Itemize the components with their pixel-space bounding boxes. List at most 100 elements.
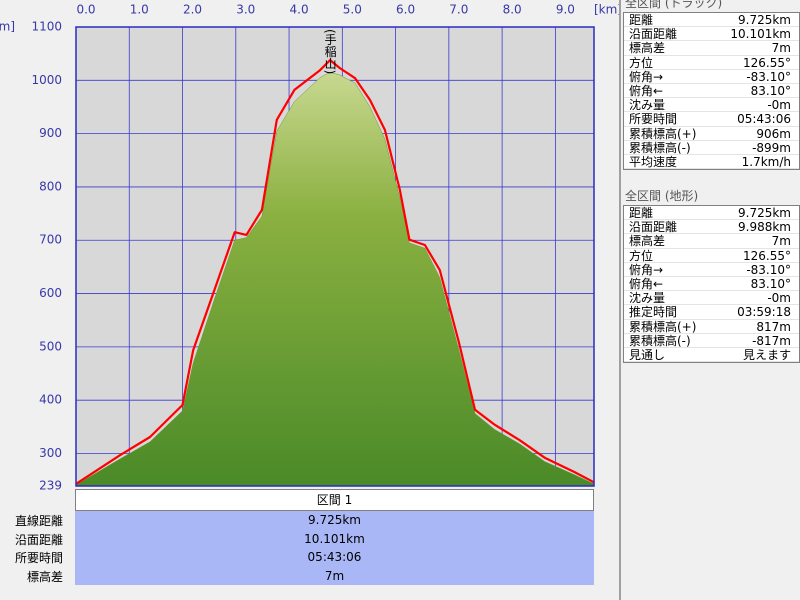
summary-value: -899m [752,140,791,155]
summary-label: 累積標高(-) [629,333,691,348]
summary-row: 標高差 7m [624,41,799,56]
summary-value: 05:43:06 [737,112,791,127]
summary-label: 俯角→ [629,69,664,84]
summary-label: 見通し [629,347,666,362]
x-tick-label: 1.0 [130,3,149,17]
summary-label: 沈み量 [629,291,666,306]
summary-label: 推定時間 [629,305,678,320]
summary-value: 9.725km [738,206,791,220]
summary-label: 方位 [629,248,654,263]
x-tick-label: 6.0 [396,3,415,17]
summary-row: 累積標高(-) -817m [624,334,799,348]
elevation-chart: [km] [m] 0.0 1.0 2.0 3.0 4.0 5.0 6.0 7.0 8.0 9.0 2… [0,3,619,491]
summary-label: 標高差 [629,234,666,249]
y-tick-label: 900 [39,126,62,140]
summary-row: 標高差 7m [624,234,799,249]
y-tick-label: 239 [39,479,62,491]
summary-row: 距離 9.725km [624,13,799,28]
x-tick-label: 2.0 [183,3,202,17]
summary-row: 推定時間 03:59:18 [624,305,799,320]
summary-row: 沿面距離 9.988km [624,220,799,235]
section-label: 沿面距離 [14,532,63,547]
section-table: 区間 1 9.725km 10.101km 05:43:06 7m [75,489,594,585]
x-tick-label: 0.0 [76,3,95,17]
x-tick-label: 3.0 [236,3,255,17]
track-panel: 全区間 (トラック) 距離 9.725km 沿面距離 10.101km 標高差 7m 方位 1… [623,0,800,171]
summary-row: 俯角→ -83.10° [624,263,799,277]
summary-label: 沿面距離 [629,220,678,235]
summary-value: 1.7km/h [741,154,791,169]
summary-label: 平均速度 [629,154,678,169]
track-line [75,59,595,485]
section-value: 7m [75,566,594,585]
summary-value: -0m [767,291,791,306]
y-tick-label: 500 [39,339,62,353]
summary-label: 俯角← [629,276,664,291]
y-unit: [m] [0,20,15,34]
summary-label: 累積標高(+) [629,126,697,141]
x-tick-label: 9.0 [556,3,575,17]
summary-value: 126.55° [743,248,791,263]
summary-row: 沈み量 -0m [624,291,799,306]
summary-value: 10.101km [730,27,791,42]
summary-label: 標高差 [629,41,666,56]
plot-border [75,26,595,487]
x-tick-label: 8.0 [503,3,522,17]
terrain-panel: 全区間 (地形) 距離 9.725km 沿面距離 9.988km 標高差 7m 方位 126.… [623,189,800,364]
summary-label: 俯角← [629,83,664,98]
summary-value: 83.10° [750,83,791,98]
summary-row: 累積標高(-) -899m [624,141,799,155]
section-label: 所要時間 [14,551,63,565]
summary-row: 沿面距離 10.101km [624,27,799,42]
summary-value: 7m [771,41,791,56]
section-value: 9.725km [75,511,594,530]
summary-row: 方位 126.55° [624,56,799,70]
summary-value: 9.725km [738,13,791,27]
summary-label: 所要時間 [629,112,678,127]
summary-row: 所要時間 05:43:06 [624,112,799,127]
summary-row: 累積標高(+) 817m [624,320,799,334]
summary-label: 俯角→ [629,262,664,277]
summary-value: 906m [756,126,791,141]
summary-row: 俯角← 83.10° [624,83,799,99]
section-title: 区間 1 [75,489,594,511]
section-label: 標高差 [26,569,63,584]
summary-value: -83.10° [746,69,791,84]
summary-value: -0m [767,98,791,113]
panel-table: 距離 9.725km 沿面距離 10.101km 標高差 7m 方位 126.55° 俯角→ -8… [623,12,800,171]
summary-label: 累積標高(+) [629,319,697,334]
peak-label: (手稲山) [323,29,337,74]
y-tick-label: 1000 [31,73,62,87]
section-value: 10.101km [75,529,594,548]
summary-value: 03:59:18 [737,305,791,320]
summary-label: 方位 [629,55,654,70]
summary-value: 817m [756,319,791,334]
summary-value: 7m [771,234,791,249]
summary-value: 見えます [742,347,791,362]
x-tick-label: 5.0 [343,3,362,17]
panel-title: 全区間 (地形) [625,189,699,203]
summary-value: 126.55° [743,55,791,70]
summary-label: 沈み量 [629,98,666,113]
summary-row: 沈み量 -0m [624,98,799,113]
y-tick-label: 400 [39,393,62,407]
section-labels: 直線距離沿面距離所要時間標高差 [0,512,63,586]
y-tick-label: 1100 [31,20,62,34]
summary-row: 俯角← 83.10° [624,276,799,292]
summary-label: 距離 [629,13,654,27]
y-tick-label: 300 [39,446,62,460]
section-value: 05:43:06 [75,548,594,567]
summary-label: 累積標高(-) [629,140,691,155]
panel-title: 全区間 (トラック) [625,0,723,10]
x-unit: [km] [594,3,619,17]
section-label: 直線距離 [14,514,63,528]
panel-table: 距離 9.725km 沿面距離 9.988km 標高差 7m 方位 126.55° 俯角→ -83… [623,205,800,364]
summary-value: -817m [752,333,791,348]
separator [619,0,621,600]
y-tick-label: 800 [39,179,62,193]
x-tick-label: 4.0 [290,3,309,17]
summary-label: 沿面距離 [629,27,678,42]
summary-row: 見通し 見えます [624,347,799,363]
y-tick-label: 600 [39,286,62,300]
summary-row: 平均速度 1.7km/h [624,154,799,170]
